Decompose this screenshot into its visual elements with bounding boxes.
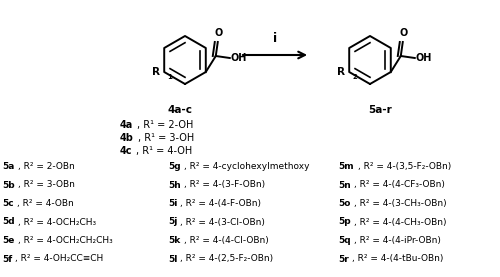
Text: , R² = 4-cyclohexylmethoxy: , R² = 4-cyclohexylmethoxy <box>184 162 310 171</box>
Text: R: R <box>337 67 345 77</box>
Text: 4b: 4b <box>120 133 134 143</box>
Text: , R² = 4-(4-tBu-OBn): , R² = 4-(4-tBu-OBn) <box>352 255 443 263</box>
Text: 5i: 5i <box>168 199 177 208</box>
Text: 5d: 5d <box>2 217 14 227</box>
Text: 5h: 5h <box>168 181 181 189</box>
Text: 5p: 5p <box>338 217 350 227</box>
Text: , R² = 4-(4-iPr-OBn): , R² = 4-(4-iPr-OBn) <box>354 236 441 245</box>
Text: , R¹ = 2-OH: , R¹ = 2-OH <box>137 120 194 130</box>
Text: , R² = 4-OCH₂CH₂CH₃: , R² = 4-OCH₂CH₂CH₃ <box>18 236 112 245</box>
Text: 4a: 4a <box>120 120 133 130</box>
Text: , R² = 4-(2,5-F₂-OBn): , R² = 4-(2,5-F₂-OBn) <box>180 255 273 263</box>
Text: , R² = 4-(3-CH₃-OBn): , R² = 4-(3-CH₃-OBn) <box>354 199 446 208</box>
Text: 5l: 5l <box>168 255 177 263</box>
Text: 5a: 5a <box>2 162 14 171</box>
Text: 5n: 5n <box>338 181 351 189</box>
Text: , R² = 4-OBn: , R² = 4-OBn <box>17 199 74 208</box>
Text: OH: OH <box>416 53 432 63</box>
Text: 2: 2 <box>352 74 357 80</box>
Text: , R² = 4-(4-CF₃-OBn): , R² = 4-(4-CF₃-OBn) <box>354 181 446 189</box>
Text: OH: OH <box>231 53 247 63</box>
Text: , R² = 4-(4-F-OBn): , R² = 4-(4-F-OBn) <box>180 199 261 208</box>
Text: 5a-r: 5a-r <box>368 105 392 115</box>
Text: R: R <box>152 67 160 77</box>
Text: , R² = 4-OH₂CC≡CH: , R² = 4-OH₂CC≡CH <box>15 255 104 263</box>
Text: , R² = 4-(3,5-F₂-OBn): , R² = 4-(3,5-F₂-OBn) <box>358 162 452 171</box>
Text: , R¹ = 4-OH: , R¹ = 4-OH <box>136 146 192 156</box>
Text: 4c: 4c <box>120 146 132 156</box>
Text: , R² = 4-OCH₂CH₃: , R² = 4-OCH₂CH₃ <box>18 217 96 227</box>
Text: 5b: 5b <box>2 181 14 189</box>
Text: i: i <box>273 32 277 45</box>
Text: 1: 1 <box>167 74 172 80</box>
Text: 5q: 5q <box>338 236 350 245</box>
Text: O: O <box>400 28 408 38</box>
Text: 5r: 5r <box>338 255 349 263</box>
Text: , R² = 3-OBn: , R² = 3-OBn <box>18 181 75 189</box>
Text: , R² = 4-(3-Cl-OBn): , R² = 4-(3-Cl-OBn) <box>180 217 265 227</box>
Text: 5g: 5g <box>168 162 180 171</box>
Text: , R² = 4-(4-CH₃-OBn): , R² = 4-(4-CH₃-OBn) <box>354 217 447 227</box>
Text: 5f: 5f <box>2 255 12 263</box>
Text: , R¹ = 3-OH: , R¹ = 3-OH <box>138 133 194 143</box>
Text: 4a-c: 4a-c <box>168 105 192 115</box>
Text: , R² = 2-OBn: , R² = 2-OBn <box>18 162 74 171</box>
Text: , R² = 4-(4-Cl-OBn): , R² = 4-(4-Cl-OBn) <box>184 236 268 245</box>
Text: 5m: 5m <box>338 162 353 171</box>
Text: 5o: 5o <box>338 199 350 208</box>
Text: 5e: 5e <box>2 236 14 245</box>
Text: 5k: 5k <box>168 236 180 245</box>
Text: O: O <box>214 28 223 38</box>
Text: 5j: 5j <box>168 217 177 227</box>
Text: 5c: 5c <box>2 199 14 208</box>
Text: , R² = 4-(3-F-OBn): , R² = 4-(3-F-OBn) <box>184 181 266 189</box>
